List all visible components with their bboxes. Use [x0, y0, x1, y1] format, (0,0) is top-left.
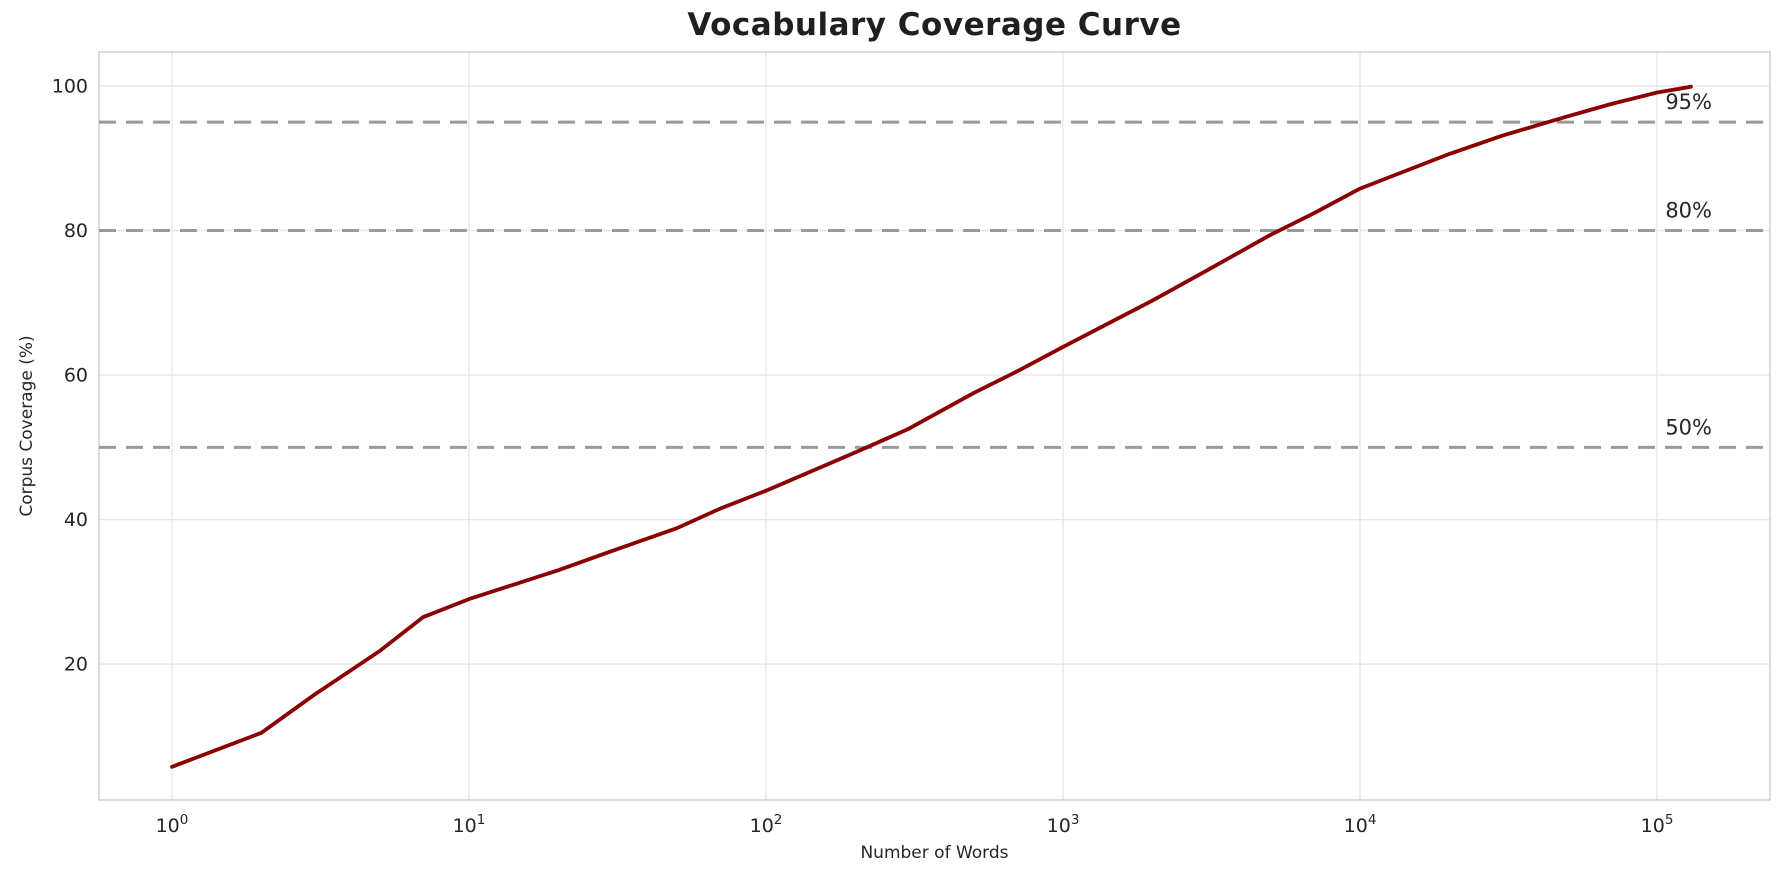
y-tick-label: 100 — [52, 75, 88, 97]
x-tick-label: 105 — [1641, 812, 1674, 837]
threshold-label-50: 50% — [1665, 415, 1712, 439]
y-tick-label: 20 — [64, 654, 88, 676]
threshold-label-80: 80% — [1665, 199, 1712, 223]
coverage-curve — [170, 84, 1693, 769]
y-tick-label: 40 — [64, 509, 88, 531]
x-tick-label: 101 — [453, 812, 486, 837]
x-tick-label: 104 — [1344, 812, 1377, 837]
y-tick-label: 60 — [64, 365, 88, 387]
x-tick-label: 102 — [750, 812, 783, 837]
x-axis-label: Number of Words — [860, 843, 1009, 863]
y-tick-label: 80 — [64, 220, 88, 242]
chart-title: Vocabulary Coverage Curve — [687, 7, 1182, 43]
threshold-label-95: 95% — [1665, 90, 1712, 114]
x-tick-label: 100 — [156, 812, 189, 837]
plot-border — [98, 51, 1771, 801]
x-tick-label: 103 — [1047, 812, 1080, 837]
